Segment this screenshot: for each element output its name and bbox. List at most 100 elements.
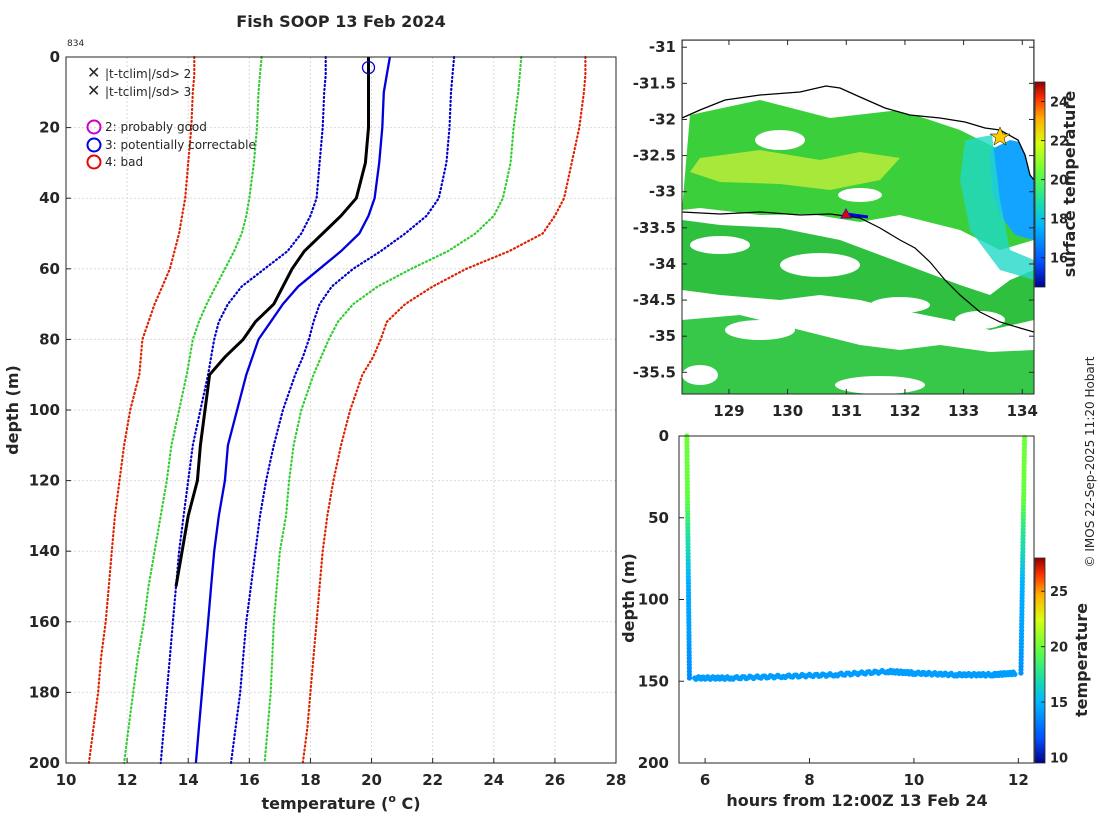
legend-label-bad: 4: bad — [105, 155, 143, 169]
ts-y-label: depth (m) — [619, 553, 638, 643]
x-tick-label: 18 — [300, 771, 321, 789]
shelf-contour — [682, 211, 1034, 333]
y-tick-label: 20 — [39, 119, 60, 137]
x-tick-label: 16 — [239, 771, 260, 789]
ts-x-label: hours from 12:00Z 13 Feb 24 — [726, 791, 987, 810]
ts-y-tick-label: 50 — [648, 509, 669, 527]
ts-cb-tick-label: 20 — [1050, 641, 1068, 656]
ts-colorbar-ticks: 10 15 20 25 — [1041, 585, 1068, 766]
ts-cb-tick-label: 15 — [1050, 696, 1068, 711]
cloud-gap — [838, 188, 882, 202]
cloud-gap — [870, 297, 930, 313]
profile-lines — [87, 55, 587, 765]
series-line — [301, 55, 587, 765]
ts-y-tick-label: 100 — [638, 591, 669, 609]
ts-x-tick-label: 10 — [903, 771, 924, 789]
map-y-tick-label: -33.5 — [633, 219, 676, 237]
map-y-tick-label: -35 — [649, 327, 676, 345]
sst-cyan-coast — [960, 135, 1034, 280]
map-cb-tick-label: 16 — [1050, 252, 1068, 267]
ts-colorbar-label: temperature — [1072, 603, 1091, 717]
ts-x-tick-label: 8 — [804, 771, 814, 789]
ts-point — [1012, 671, 1018, 677]
legend-label-sd2: |t-tclim|/sd> 2 — [105, 67, 191, 81]
legend-label-correctable: 3: potentially correctable — [105, 138, 256, 152]
sst-yellow-band — [690, 150, 900, 190]
ts-points — [684, 433, 1028, 682]
profile-annotation: 834 — [67, 39, 84, 49]
series-line — [263, 55, 523, 765]
legend-marker-sd2: ✕ — [87, 63, 100, 82]
map-cb-tick-label: 18 — [1050, 213, 1068, 228]
y-tick-label: 80 — [39, 330, 60, 348]
ts-cb-tick-label: 25 — [1050, 585, 1068, 600]
map-cb-tick-label: 20 — [1050, 174, 1068, 189]
ts-y-tick-label: 0 — [659, 427, 669, 445]
cloud-gap — [930, 240, 970, 260]
legend-label-probably-good: 2: probably good — [105, 120, 207, 134]
ts-y-tick-label: 150 — [638, 672, 669, 690]
cloud-gap — [780, 253, 860, 277]
profile-x-label-end: C) — [396, 794, 421, 813]
sst-cloud-gaps — [682, 130, 1005, 394]
profile-location-marker — [840, 207, 852, 219]
x-tick-label: 14 — [178, 771, 199, 789]
cloud-gap — [690, 236, 750, 254]
y-tick-label: 140 — [29, 542, 60, 560]
cloud-gap — [955, 311, 1005, 329]
x-tick-label: 26 — [544, 771, 565, 789]
cloud-gap — [725, 320, 795, 340]
sst-green-patch-2 — [682, 220, 1034, 330]
ts-y-tick-label: 200 — [638, 754, 669, 772]
y-tick-label: 100 — [29, 401, 60, 419]
y-tick-label: 180 — [29, 683, 60, 701]
observed-line — [174, 57, 370, 587]
legend-marker-sd3: ✕ — [87, 81, 100, 100]
profile-x-label-main: temperature ( — [261, 794, 388, 813]
ts-x-tick-label: 6 — [700, 771, 710, 789]
x-tick-label: 22 — [422, 771, 443, 789]
y-tick-label: 40 — [39, 189, 60, 207]
x-tick-label: 28 — [606, 771, 627, 789]
y-tick-label: 160 — [29, 613, 60, 631]
map-x-tick-label: 130 — [772, 402, 803, 420]
flag-marker — [361, 60, 376, 75]
map-x-tick-label: 132 — [889, 402, 920, 420]
profile-x-label-sup: o — [388, 792, 396, 805]
map-y-tick-label: -35.5 — [633, 363, 676, 381]
map-x-tick-label: 133 — [948, 402, 979, 420]
map-axes-box — [681, 39, 1035, 395]
depth-timeseries: 6 8 10 12 0 50 100 150 200 hours from 12:00Z 13… — [619, 427, 1091, 810]
map-cb-tick-label: 22 — [1050, 135, 1068, 150]
profile-x-label: temperature (o C) — [261, 792, 420, 813]
map-x-tick-label: 134 — [1007, 402, 1038, 420]
cloud-gap — [682, 365, 718, 385]
series-line — [229, 55, 456, 765]
sst-field — [682, 40, 1034, 394]
x-tick-label: 12 — [117, 771, 138, 789]
y-tick-label: 0 — [50, 48, 60, 66]
ts-y-ticks: 0 50 100 150 200 — [638, 427, 684, 772]
x-tick-label: 20 — [361, 771, 382, 789]
map-y-tick-label: -33 — [649, 183, 676, 201]
map-y-ticks: -31 -31.5 -32 -32.5 -33 -33.5 -34 -34.5 -35 -35.5 — [633, 38, 1034, 381]
x-tick-label: 10 — [56, 771, 77, 789]
port-marker-star — [989, 126, 1011, 146]
ts-cb-tick-label: 10 — [1050, 751, 1068, 766]
ts-colorbar — [1034, 557, 1046, 764]
series-line — [122, 55, 263, 765]
cloud-gap — [755, 130, 805, 150]
map-x-tick-label: 129 — [713, 402, 744, 420]
profile-legend: ✕ |t-tclim|/sd> 2 ✕ |t-tclim|/sd> 3 2: p… — [86, 63, 256, 170]
legend-marker-probably-good — [86, 119, 102, 135]
series-line — [87, 55, 196, 765]
ship-track — [845, 212, 869, 219]
series-line — [194, 56, 392, 764]
map-x-ticks: 129 130 131 132 133 134 — [713, 40, 1038, 420]
y-tick-label: 200 — [29, 754, 60, 772]
coastline — [682, 40, 1034, 182]
map-y-tick-label: -31 — [649, 38, 676, 56]
cloud-gap — [835, 376, 925, 394]
profile-title: Fish SOOP 13 Feb 2024 — [236, 12, 445, 31]
profile-grid — [65, 56, 617, 764]
